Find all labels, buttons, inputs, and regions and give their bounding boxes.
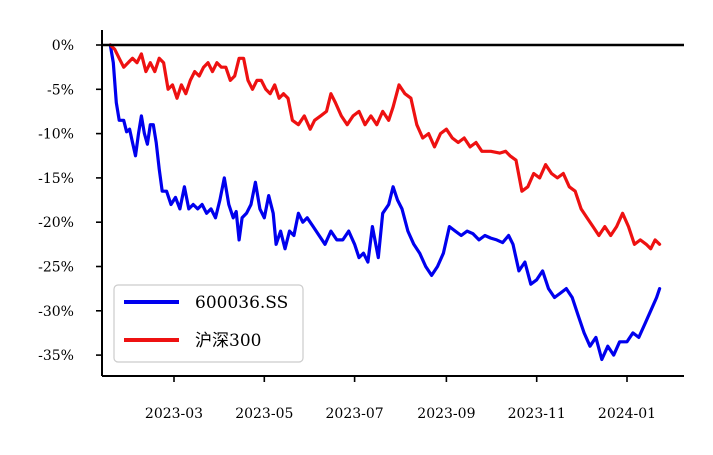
legend-label-hs300: 沪深300 (195, 331, 261, 351)
x-tick-label: 2023-07 (326, 406, 384, 422)
y-tick-label: 0% (52, 38, 74, 54)
y-tick-label: -35% (38, 348, 74, 364)
x-axis: 2023-03 2023-05 2023-07 2023-09 2023-11 2024-… (102, 375, 684, 422)
y-tick-label: -30% (38, 304, 74, 320)
y-tick-label: -5% (47, 82, 74, 98)
legend-label-600036: 600036.SS (195, 293, 288, 313)
x-tick-label: 2023-11 (508, 406, 566, 422)
y-axis: 0% -5% -10% -15% -20% -25% -30% -35% (38, 30, 103, 376)
y-tick-label: -20% (38, 215, 74, 231)
x-tick-label: 2024-01 (598, 406, 656, 422)
y-tick-label: -10% (38, 127, 74, 143)
x-tick-label: 2023-03 (145, 406, 203, 422)
series-line-0 (108, 43, 662, 362)
y-tick-label: -25% (38, 260, 74, 276)
series-line-1 (108, 43, 662, 251)
series-layer (108, 43, 662, 362)
y-tick-label: -15% (38, 171, 74, 187)
legend-frame (113, 284, 304, 363)
x-tick-label: 2023-05 (235, 406, 293, 422)
x-tick-label: 2023-09 (417, 406, 475, 422)
legend: 600036.SS 沪深300 (113, 284, 304, 363)
